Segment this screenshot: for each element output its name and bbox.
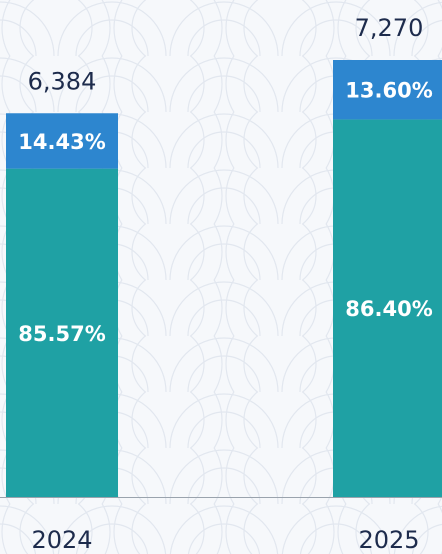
page: {"chart_data": {"type": "stacked-bar", "… [0, 0, 442, 554]
chart: 85.57% 14.43% 6,384 2024 86.40% 13.60% 7,270 20… [0, 0, 442, 554]
segment-label: 14.43% [18, 130, 105, 154]
total-label: 6,384 [28, 67, 97, 95]
x-tick-label: 2024 [31, 526, 92, 554]
x-tick-label: 2025 [358, 526, 419, 554]
segment-label: 86.40% [345, 297, 432, 321]
segment-label: 85.57% [18, 322, 105, 346]
total-label: 7,270 [355, 14, 424, 42]
segment-label: 13.60% [345, 79, 432, 103]
